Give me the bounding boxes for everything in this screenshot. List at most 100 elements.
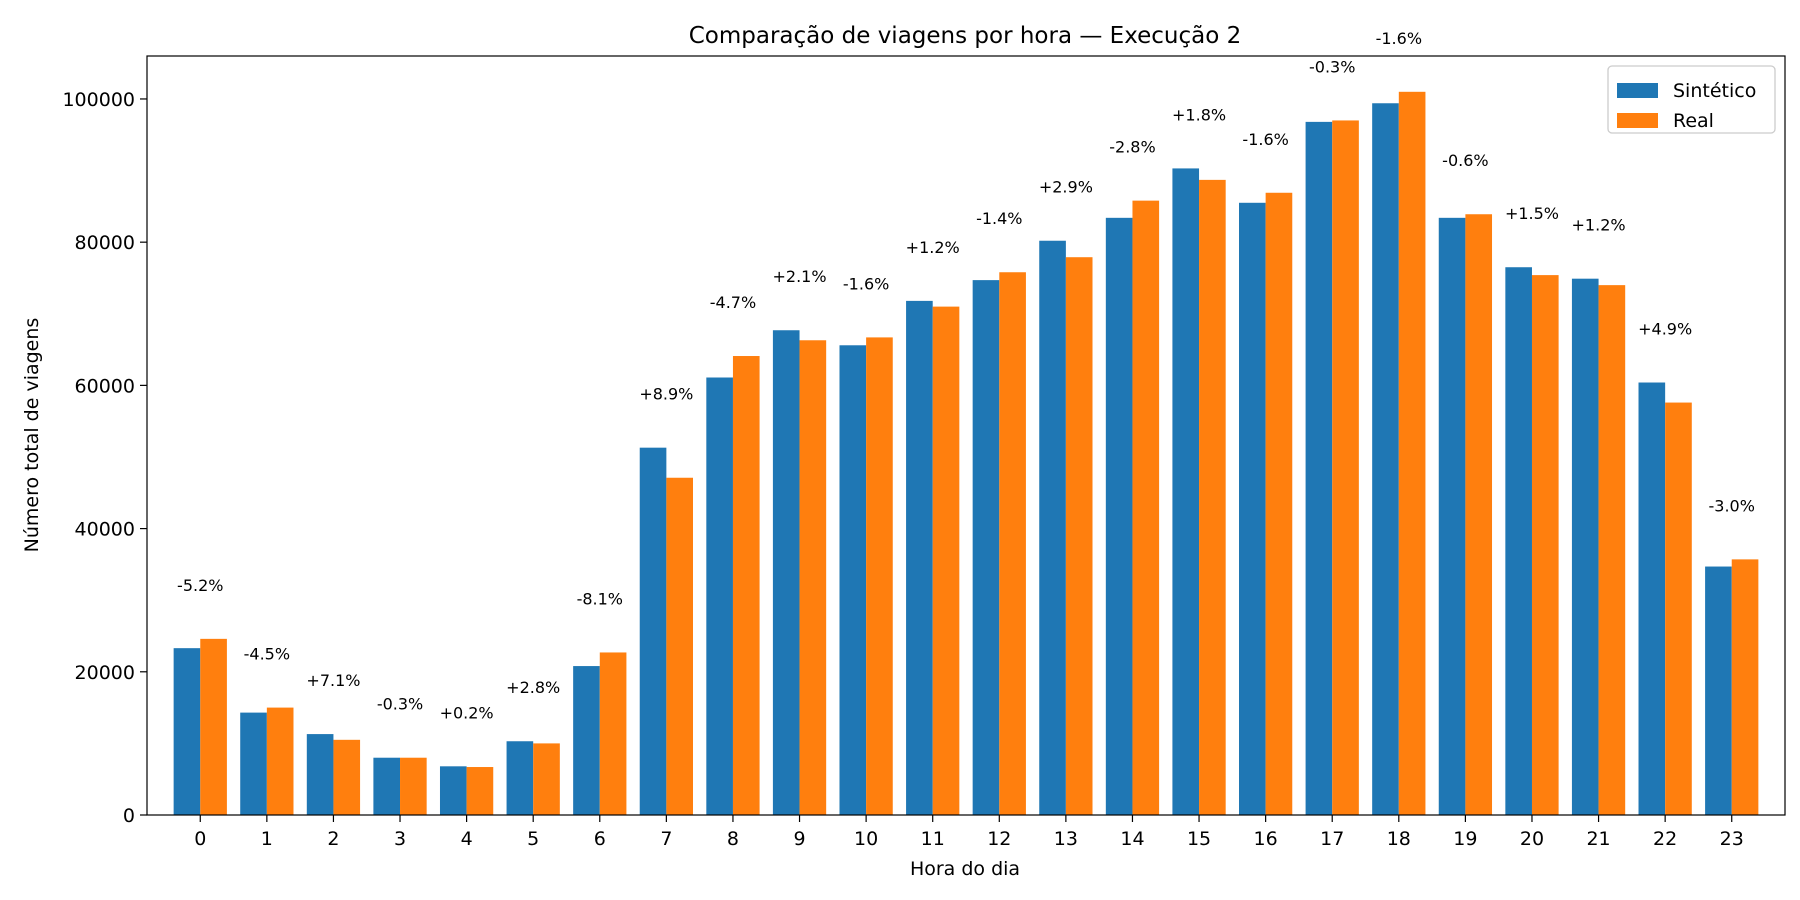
bar-sintetico-5 — [506, 741, 534, 815]
bar-real-0 — [200, 638, 227, 815]
x-tick-label-5: 5 — [527, 828, 539, 850]
pct-diff-label-21: +1.2% — [1572, 216, 1626, 235]
pct-diff-label-6: -8.1% — [577, 589, 623, 608]
bar-sintetico-4 — [439, 766, 467, 815]
bar-sintetico-23 — [1705, 566, 1732, 815]
bar-sintetico-10 — [839, 345, 867, 815]
x-tick-label-3: 3 — [394, 828, 406, 850]
x-tick-label-4: 4 — [461, 828, 473, 850]
bar-real-16 — [1265, 192, 1293, 816]
bar-real-14 — [1132, 200, 1160, 815]
x-tick-label-12: 12 — [987, 828, 1011, 850]
pct-diff-label-12: -1.4% — [976, 209, 1022, 228]
pct-diff-label-17: -0.3% — [1309, 57, 1355, 76]
bar-real-15 — [1199, 179, 1226, 816]
bar-real-5 — [533, 743, 560, 815]
bar-real-9 — [799, 340, 827, 815]
pct-diff-label-4: +0.2% — [440, 703, 494, 722]
legend-label-real: Real — [1673, 110, 1714, 132]
pct-diff-label-2: +7.1% — [306, 671, 360, 690]
bar-sintetico-15 — [1172, 168, 1200, 816]
bar-sintetico-8 — [706, 377, 733, 815]
legend-swatch-sintetico — [1617, 83, 1658, 98]
pct-diff-label-16: -1.6% — [1242, 130, 1288, 149]
x-tick-label-11: 11 — [921, 828, 945, 850]
pct-diff-label-13: +2.9% — [1039, 178, 1093, 197]
bar-sintetico-22 — [1638, 382, 1666, 815]
x-tick-label-8: 8 — [727, 828, 739, 850]
bar-real-6 — [599, 652, 627, 815]
x-tick-label-15: 15 — [1187, 828, 1211, 850]
x-tick-label-16: 16 — [1254, 828, 1278, 850]
pct-diff-label-11: +1.2% — [906, 238, 960, 257]
bar-sintetico-7 — [639, 447, 667, 815]
x-tick-label-23: 23 — [1720, 828, 1744, 850]
y-axis-title: Número total de viagens — [21, 318, 43, 553]
y-tick-label-40000: 40000 — [75, 519, 135, 541]
bar-sintetico-0 — [173, 648, 201, 815]
x-tick-label-10: 10 — [854, 828, 878, 850]
bar-sintetico-11 — [906, 300, 933, 816]
pct-diff-label-5: +2.8% — [506, 678, 560, 697]
axes-layer: 0 1 2 3 4 5 6 7 8 9 10 11 12 13 14 15 16 17 18 19 20 21 22 2302… — [62, 55, 1786, 850]
pct-diff-label-8: -4.7% — [710, 293, 756, 312]
bar-real-18 — [1398, 91, 1426, 816]
bar-sintetico-9 — [772, 330, 800, 815]
y-tick-label-80000: 80000 — [75, 232, 135, 254]
bar-sintetico-21 — [1571, 278, 1599, 815]
bar-real-2 — [333, 739, 361, 815]
bar-sintetico-17 — [1305, 121, 1333, 815]
bar-real-11 — [932, 306, 960, 815]
x-axis-title: Hora do dia — [910, 858, 1020, 880]
bar-sintetico-12 — [972, 280, 1000, 815]
bar-sintetico-20 — [1505, 267, 1532, 815]
bar-sintetico-1 — [240, 712, 267, 815]
x-tick-label-21: 21 — [1586, 828, 1610, 850]
bar-real-1 — [266, 707, 294, 815]
bar-real-21 — [1598, 285, 1626, 815]
pct-diff-label-9: +2.1% — [773, 267, 827, 286]
pct-diff-label-10: -1.6% — [843, 274, 889, 293]
bar-sintetico-3 — [373, 757, 401, 815]
x-tick-label-6: 6 — [594, 828, 606, 850]
legend-label-sintetico: Sintético — [1673, 80, 1756, 102]
x-tick-label-19: 19 — [1453, 828, 1477, 850]
x-tick-label-14: 14 — [1120, 828, 1144, 850]
x-tick-label-22: 22 — [1653, 828, 1677, 850]
y-tick-label-60000: 60000 — [75, 375, 135, 397]
x-tick-label-0: 0 — [194, 828, 206, 850]
bar-real-23 — [1731, 559, 1759, 815]
x-tick-label-18: 18 — [1387, 828, 1411, 850]
bar-real-12 — [999, 272, 1026, 815]
legend-swatch-real — [1617, 113, 1658, 128]
pct-diff-label-7: +8.9% — [639, 385, 693, 404]
x-tick-label-9: 9 — [793, 828, 805, 850]
bar-real-4 — [466, 767, 494, 815]
pct-diff-label-19: -0.6% — [1442, 151, 1488, 170]
pct-diff-label-0: -5.2% — [177, 576, 223, 595]
x-tick-label-17: 17 — [1320, 828, 1344, 850]
legend: Sintético Real — [1607, 65, 1776, 134]
x-tick-label-2: 2 — [327, 828, 339, 850]
bar-real-10 — [866, 337, 893, 815]
chart-title: Comparação de viagens por hora — Execuçã… — [689, 23, 1242, 49]
pct-diff-label-22: +4.9% — [1638, 320, 1692, 339]
bar-sintetico-2 — [306, 734, 334, 815]
y-tick-label-20000: 20000 — [75, 662, 135, 684]
x-tick-label-13: 13 — [1054, 828, 1078, 850]
pct-diff-label-18: -1.6% — [1376, 29, 1422, 48]
pct-diff-label-23: -3.0% — [1709, 496, 1755, 515]
bar-real-3 — [400, 757, 427, 815]
x-tick-label-20: 20 — [1520, 828, 1544, 850]
bar-real-19 — [1465, 214, 1493, 816]
y-tick-label-0: 0 — [123, 805, 135, 827]
pct-diff-label-1: -4.5% — [244, 645, 290, 664]
bar-real-20 — [1531, 275, 1559, 815]
bar-sintetico-14 — [1105, 217, 1133, 815]
pct-diff-label-15: +1.8% — [1172, 105, 1226, 124]
x-tick-label-7: 7 — [660, 828, 672, 850]
bar-real-17 — [1332, 120, 1359, 815]
bar-sintetico-16 — [1239, 202, 1266, 816]
